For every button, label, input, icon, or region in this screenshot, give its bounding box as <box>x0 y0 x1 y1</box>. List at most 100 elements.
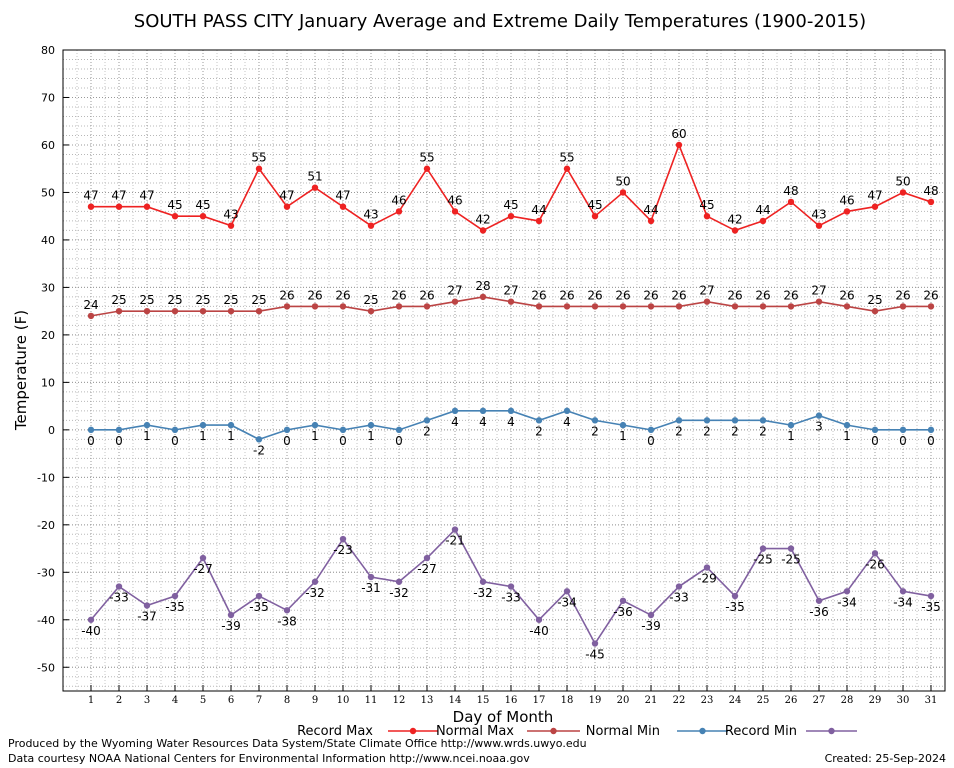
x-tick-label: 1 <box>88 695 94 706</box>
data-point <box>619 421 627 429</box>
x-tick-label: 26 <box>785 695 798 706</box>
data-point <box>815 597 823 604</box>
data-point <box>395 426 403 434</box>
data-point <box>647 611 655 619</box>
x-tick-label: 4 <box>172 695 178 706</box>
x-tick-label: 29 <box>869 695 882 706</box>
data-label: 47 <box>139 189 154 203</box>
data-point <box>731 303 739 310</box>
data-label: 26 <box>335 288 350 302</box>
data-point <box>227 421 235 429</box>
data-label: 2 <box>675 424 683 438</box>
data-point <box>787 303 795 310</box>
data-point <box>255 592 263 600</box>
data-point <box>703 298 711 305</box>
data-label: 45 <box>167 198 182 212</box>
data-point <box>871 203 879 210</box>
data-label: 55 <box>419 151 434 165</box>
y-tick-label: 60 <box>41 139 55 152</box>
data-point <box>171 307 179 315</box>
data-label: 47 <box>867 189 882 203</box>
data-point <box>87 312 95 320</box>
data-label: 25 <box>867 293 882 307</box>
data-label: 0 <box>647 434 655 448</box>
data-label: -32 <box>473 586 493 600</box>
data-label: 26 <box>727 288 742 302</box>
data-point <box>395 578 403 585</box>
data-label: -38 <box>277 614 297 628</box>
data-label: -27 <box>417 562 437 576</box>
data-point <box>899 303 907 310</box>
data-point <box>423 554 431 562</box>
data-point <box>479 227 487 234</box>
x-tick-label: 22 <box>673 695 686 706</box>
legend-item-normal-max: Normal Max <box>436 724 580 739</box>
data-label: 4 <box>479 415 487 429</box>
data-label: 0 <box>87 434 95 448</box>
legend: Record Max Normal Max Normal Min Record Min <box>297 724 857 739</box>
data-point <box>115 203 123 210</box>
data-label: 43 <box>223 208 238 222</box>
data-label: -34 <box>837 595 857 609</box>
data-label: -33 <box>669 591 689 605</box>
data-point <box>227 611 235 619</box>
data-point <box>507 212 515 220</box>
data-point <box>535 303 543 310</box>
data-label: -21 <box>445 534 465 548</box>
y-tick-label: -30 <box>37 566 55 579</box>
y-tick-label: -20 <box>37 519 55 532</box>
legend-item-normal-min: Normal Min <box>586 724 728 739</box>
data-point <box>927 426 935 434</box>
data-label: 45 <box>195 198 210 212</box>
data-point <box>283 303 291 310</box>
data-label: -39 <box>221 619 241 633</box>
data-point <box>675 303 683 310</box>
data-point <box>619 597 627 604</box>
data-label: -35 <box>921 600 941 614</box>
legend-label: Normal Min <box>586 724 660 739</box>
data-label: 1 <box>311 429 319 443</box>
data-label: -33 <box>109 591 129 605</box>
data-point <box>283 607 291 614</box>
data-point <box>143 602 151 609</box>
data-point <box>311 184 319 191</box>
data-label: 26 <box>671 288 686 302</box>
data-point <box>759 417 767 424</box>
data-point <box>871 426 879 434</box>
data-label: 42 <box>727 212 742 226</box>
data-label: -35 <box>249 600 269 614</box>
data-label: 25 <box>363 293 378 307</box>
x-tick-label: 31 <box>925 695 938 706</box>
legend-swatch-marker <box>828 727 835 735</box>
data-label: 1 <box>199 429 207 443</box>
x-tick-label: 6 <box>228 695 234 706</box>
data-label: 25 <box>167 293 182 307</box>
x-tick-label: 15 <box>477 695 490 706</box>
data-label: 0 <box>171 434 179 448</box>
data-point <box>899 189 907 196</box>
data-label: 25 <box>223 293 238 307</box>
x-tick-label: 12 <box>393 695 406 706</box>
data-label: 1 <box>787 429 795 443</box>
data-point <box>759 303 767 310</box>
data-label: 47 <box>111 189 126 203</box>
data-point <box>507 298 515 305</box>
data-label: 25 <box>251 293 266 307</box>
data-label: 43 <box>811 208 826 222</box>
data-point <box>367 421 375 429</box>
data-point <box>507 583 515 590</box>
legend-swatch-marker <box>409 727 417 735</box>
data-point <box>675 583 683 590</box>
x-tick-label: 11 <box>365 695 378 706</box>
y-tick-label: 30 <box>41 281 55 294</box>
legend-item-record-min: Record Min <box>725 724 857 739</box>
series-normal-min: 0 0 1 0 1 1 -2 0 1 0 1 0 2 4 4 4 2 4 2 1 0 2 2 2 2 1 3 1 0 0 0 <box>87 407 935 457</box>
data-label: -2 <box>253 443 265 457</box>
data-label: 2 <box>535 424 543 438</box>
data-label: 26 <box>559 288 574 302</box>
data-point <box>199 554 207 562</box>
y-tick-label: 0 <box>48 424 55 437</box>
